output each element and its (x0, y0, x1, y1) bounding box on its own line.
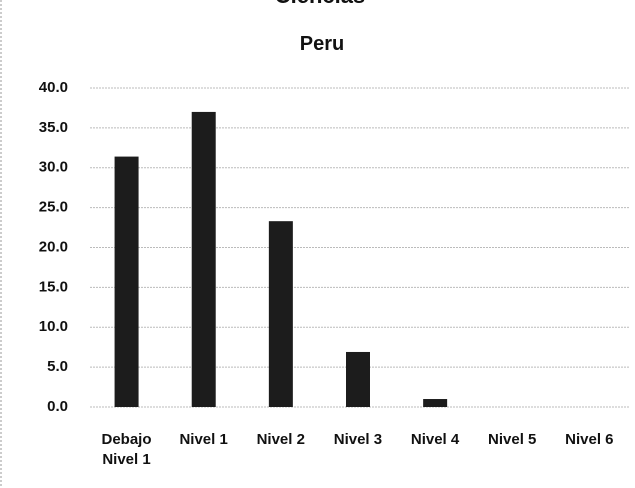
bar (191, 111, 216, 408)
bar (268, 221, 293, 407)
bar (423, 399, 448, 407)
bar (346, 351, 370, 407)
x-tick-label: Nivel 3 (333, 431, 383, 448)
chart-title: Ciencias (275, 0, 366, 8)
y-tick-label: 20.0 (39, 238, 68, 255)
x-tick-label: Nivel 6 (565, 431, 614, 448)
y-tick-label: 25.0 (39, 199, 68, 216)
y-tick-label: 35.0 (39, 119, 68, 136)
y-tick-label: 0.0 (47, 398, 68, 415)
y-tick-label: 40.0 (39, 79, 68, 96)
chart-subtitle: Peru (300, 33, 344, 55)
x-tick-label: Nivel 4 (410, 431, 460, 448)
x-tick-label: Nivel 5 (488, 431, 537, 448)
x-tick-label: Nivel 2 (256, 431, 305, 448)
x-tick-label: Debajo Nivel 1 (101, 431, 152, 468)
y-tick-label: 10.0 (39, 318, 68, 335)
x-tick-label: Nivel 1 (179, 431, 228, 448)
y-tick-label: 5.0 (47, 358, 68, 375)
y-tick-label: 15.0 (39, 278, 68, 295)
y-tick-label: 30.0 (39, 159, 68, 176)
bar (114, 156, 139, 407)
